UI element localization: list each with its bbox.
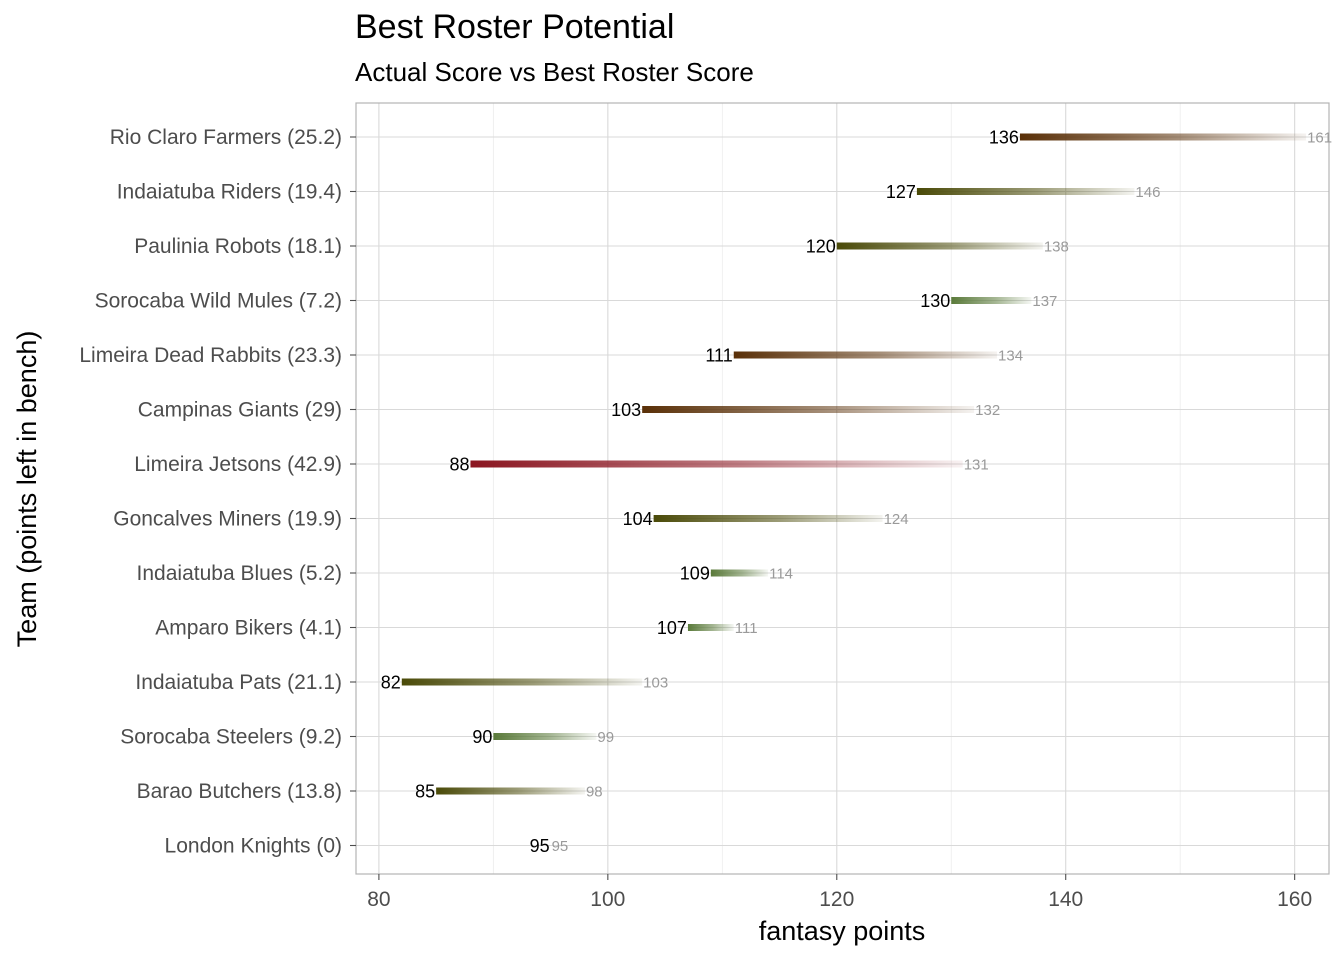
y-tick-label: Campinas Giants (29) xyxy=(138,399,342,422)
actual-score-label: 127 xyxy=(886,182,916,202)
y-tick-label: Limeira Jetsons (42.9) xyxy=(134,453,342,476)
gap-bar xyxy=(951,297,1032,304)
chart-title: Best Roster Potential xyxy=(355,8,675,46)
gap-bar xyxy=(470,460,963,468)
x-tick-label: 120 xyxy=(819,888,854,911)
y-tick-label: London Knights (0) xyxy=(165,835,342,858)
actual-score-label: 130 xyxy=(920,291,950,311)
best-score-label: 98 xyxy=(586,784,603,801)
actual-score-label: 107 xyxy=(657,618,687,638)
y-tick-label: Indaiatuba Pats (21.1) xyxy=(135,671,342,694)
best-score-label: 95 xyxy=(552,838,569,855)
gap-bar xyxy=(710,569,769,577)
gap-bar xyxy=(653,515,883,522)
best-score-label: 132 xyxy=(975,402,1000,419)
gap-bar xyxy=(436,787,585,795)
actual-score-label: 109 xyxy=(680,564,710,584)
best-score-label: 111 xyxy=(735,620,758,637)
panel-border xyxy=(355,102,1330,875)
best-score-label: 103 xyxy=(643,675,668,692)
gap-bar xyxy=(916,188,1135,195)
y-tick-label: Barao Butchers (13.8) xyxy=(137,780,342,803)
best-score-label: 114 xyxy=(769,566,793,583)
actual-score-label: 104 xyxy=(623,509,653,529)
gap-bar xyxy=(642,406,975,413)
actual-score-label: 82 xyxy=(381,673,401,693)
x-axis-ticks: 80 100 120 140 160 xyxy=(367,874,1312,911)
best-score-label: 138 xyxy=(1044,239,1069,256)
x-tick-label: 160 xyxy=(1277,888,1312,911)
y-axis-title: Team (points left in bench) xyxy=(12,331,42,648)
y-tick-label: Indaiatuba Blues (5.2) xyxy=(137,562,342,585)
y-axis-ticks: Rio Claro Farmers (25.2) Indaiatuba Rider… xyxy=(79,126,356,858)
grid-layer xyxy=(356,103,1329,874)
gap-bar xyxy=(401,678,643,686)
actual-score-label: 103 xyxy=(611,400,641,420)
gap-bar xyxy=(687,624,734,631)
best-score-label: 146 xyxy=(1135,184,1160,201)
actual-score-label: 90 xyxy=(472,727,492,747)
y-tick-label: Sorocaba Steelers (9.2) xyxy=(120,726,342,749)
x-tick-label: 80 xyxy=(367,888,390,911)
label-layer: 136 161 127 146 120 138 130 137 111 134 103 132 88 13… xyxy=(381,128,1332,857)
y-tick-label: Indaiatuba Riders (19.4) xyxy=(117,181,342,204)
y-tick-label: Amparo Bikers (4.1) xyxy=(155,617,342,640)
best-score-label: 131 xyxy=(964,457,989,474)
x-tick-label: 140 xyxy=(1048,888,1083,911)
x-axis-title: fantasy points xyxy=(759,916,926,946)
gap-bar xyxy=(493,733,597,740)
y-tick-label: Goncalves Miners (19.9) xyxy=(113,508,342,531)
best-score-label: 134 xyxy=(998,348,1023,365)
y-tick-label: Paulinia Robots (18.1) xyxy=(134,235,342,258)
gap-bar xyxy=(733,351,998,359)
best-score-label: 99 xyxy=(597,729,614,746)
gap-bar xyxy=(836,242,1043,250)
actual-score-label: 88 xyxy=(449,455,469,475)
actual-score-label: 85 xyxy=(415,782,435,802)
best-score-label: 161 xyxy=(1307,130,1332,147)
actual-score-label: 111 xyxy=(705,346,732,366)
gap-bar xyxy=(1019,133,1307,141)
best-score-label: 137 xyxy=(1032,293,1057,310)
y-tick-label: Sorocaba Wild Mules (7.2) xyxy=(95,290,342,313)
chart-subtitle: Actual Score vs Best Roster Score xyxy=(355,57,754,87)
best-score-label: 124 xyxy=(884,511,909,528)
actual-score-label: 95 xyxy=(530,836,550,856)
actual-score-label: 120 xyxy=(806,237,836,257)
x-tick-label: 100 xyxy=(590,888,625,911)
y-tick-label: Limeira Dead Rabbits (23.3) xyxy=(79,344,342,367)
actual-score-label: 136 xyxy=(989,128,1019,148)
mark-layer xyxy=(401,133,1307,795)
y-tick-label: Rio Claro Farmers (25.2) xyxy=(110,126,342,149)
